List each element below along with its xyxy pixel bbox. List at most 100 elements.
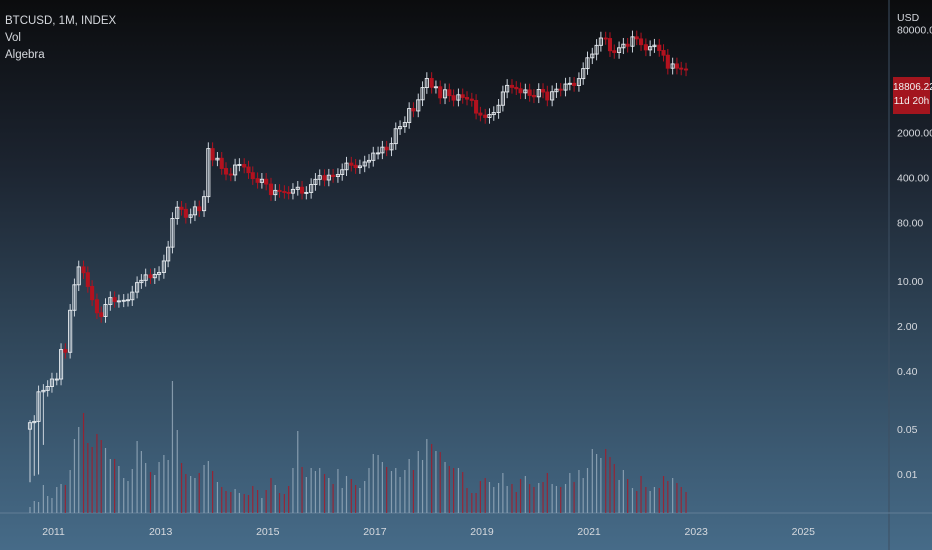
- volume-bar: [667, 481, 669, 513]
- volume-bar: [479, 481, 481, 513]
- candle: [290, 183, 295, 200]
- volume-bar: [404, 470, 406, 513]
- y-tick-label: 0.01: [897, 469, 918, 481]
- candle: [514, 81, 519, 96]
- candle-body: [438, 86, 443, 99]
- candle: [183, 203, 188, 224]
- price-axis[interactable]: 80000.00 2000.00 400.00 80.00 10.00 2.00 0.40 0…: [897, 24, 932, 481]
- candle: [371, 146, 376, 167]
- candle-body: [683, 68, 689, 71]
- candle-body: [679, 67, 684, 70]
- volume-bar: [73, 439, 76, 513]
- candle: [469, 92, 474, 107]
- algebra-indicator-label[interactable]: Algebra: [5, 49, 45, 61]
- candle-body: [237, 164, 242, 166]
- volume-bar: [457, 468, 460, 513]
- candle: [237, 158, 242, 172]
- candle: [558, 82, 563, 97]
- candle-body: [179, 206, 184, 210]
- candle: [402, 116, 407, 133]
- volume-bar: [56, 487, 58, 513]
- candle-body: [638, 38, 644, 46]
- volume-bar: [524, 476, 526, 513]
- candle-body: [139, 279, 144, 284]
- candle-body: [286, 191, 291, 194]
- candle: [683, 62, 689, 77]
- volume-bar: [319, 468, 321, 513]
- candle: [527, 83, 532, 102]
- volume-bar: [546, 473, 548, 513]
- last-price-tag: 18806.22 11d 20h: [893, 77, 932, 114]
- volume-bar: [533, 487, 535, 513]
- candle-body: [340, 169, 345, 175]
- candle: [268, 177, 274, 201]
- candle-body: [590, 53, 595, 59]
- candle-body: [572, 82, 577, 86]
- volume-bar: [640, 476, 642, 513]
- candle-body: [326, 174, 331, 181]
- volume-bar: [390, 471, 393, 513]
- candle-body: [670, 63, 675, 69]
- candle: [496, 99, 501, 119]
- candle-body: [175, 206, 180, 219]
- candle-body: [349, 162, 354, 166]
- candle: [273, 184, 278, 201]
- candle: [304, 186, 309, 200]
- time-axis[interactable]: 2011 2013 2015 2017 2019 2021 2023 2025: [42, 526, 815, 538]
- candle-body: [523, 89, 528, 94]
- volume-bar: [243, 494, 245, 513]
- symbol-title[interactable]: BTCUSD, 1M, INDEX: [5, 15, 117, 27]
- candle-body: [148, 274, 153, 279]
- candle: [509, 79, 515, 94]
- candle: [36, 385, 41, 475]
- candle: [594, 39, 599, 61]
- candle: [32, 415, 37, 476]
- candle: [210, 142, 215, 167]
- currency-label: USD: [897, 12, 920, 24]
- candle: [550, 85, 555, 107]
- candle: [460, 88, 465, 104]
- candle: [313, 173, 318, 191]
- x-tick-label: 2015: [256, 526, 280, 538]
- volume-indicator-label[interactable]: Vol: [5, 32, 21, 44]
- volume-bar: [506, 486, 508, 513]
- candle: [41, 384, 46, 445]
- volume-bar: [412, 470, 415, 513]
- candle: [259, 173, 264, 189]
- volume-bar: [123, 478, 125, 513]
- volume-bar: [154, 475, 156, 513]
- volume-bar: [475, 493, 477, 513]
- candle-body: [447, 89, 452, 97]
- volume-bar: [542, 482, 544, 513]
- volume-bar: [136, 441, 138, 513]
- candle: [376, 146, 381, 160]
- candle: [670, 57, 675, 75]
- last-price: 18806.22: [893, 82, 932, 93]
- candle-body: [469, 98, 474, 101]
- candle: [246, 160, 251, 179]
- candle: [326, 168, 331, 187]
- candle-body: [585, 57, 590, 70]
- candle: [384, 140, 389, 157]
- volume-bar: [582, 478, 584, 513]
- candle: [309, 178, 314, 199]
- candle-body: [63, 349, 68, 353]
- volume-bar: [377, 455, 379, 513]
- candle-body: [514, 86, 519, 90]
- candles: [27, 30, 689, 483]
- candle-body: [233, 164, 238, 176]
- candle-body: [197, 206, 202, 212]
- candle-body: [27, 422, 33, 430]
- candle: [674, 57, 679, 75]
- volume-bar: [198, 473, 200, 513]
- y-tick-label: 80000.00: [897, 24, 932, 36]
- volume-bar: [332, 484, 334, 513]
- candle-body: [85, 272, 90, 287]
- volume-bar: [145, 463, 147, 513]
- candle-body: [657, 44, 662, 51]
- candle-body: [268, 183, 274, 196]
- candle-body: [420, 87, 425, 101]
- candle: [679, 61, 684, 76]
- volume-bar: [323, 474, 326, 513]
